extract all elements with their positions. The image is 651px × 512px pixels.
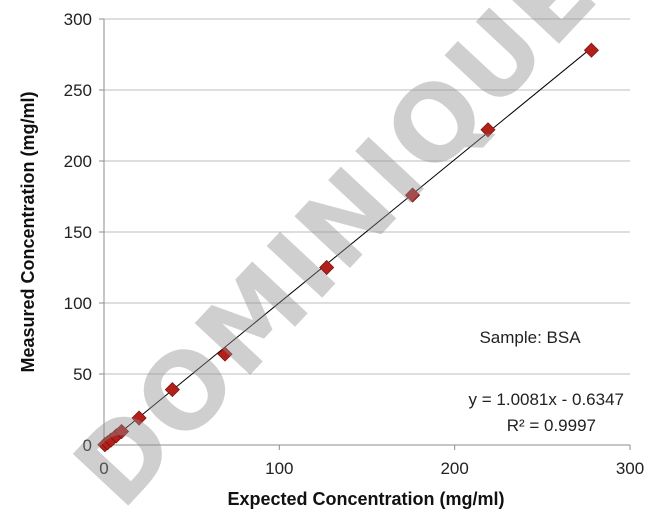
- data-point-4: [113, 423, 130, 440]
- gridlines: [104, 18, 630, 375]
- x-axis-title: Expected Concentration (mg/ml): [227, 489, 504, 509]
- y-tick-label-200: 200: [64, 152, 92, 171]
- watermark-text: DOMINIQUE: [51, 0, 621, 512]
- data-point-7: [217, 346, 233, 362]
- y-tick-label-150: 150: [64, 223, 92, 242]
- trendline-group: [104, 47, 592, 446]
- data-point-9: [405, 187, 421, 203]
- sample-annotation: Sample: BSA: [479, 328, 581, 347]
- data-point-5: [131, 410, 147, 426]
- data-point-10: [480, 122, 496, 138]
- y-axis-title: Measured Concentration (mg/ml): [18, 91, 38, 372]
- tick-labels: 0 50 100 150 200 250 300 0 100 200 300: [64, 10, 645, 478]
- axes: [99, 18, 631, 450]
- r-squared-label: R² = 0.9997: [507, 416, 596, 435]
- data-point-8: [319, 259, 335, 276]
- trendline-equation: y = 1.0081x - 0.6347: [469, 390, 624, 409]
- trendline: [104, 47, 592, 446]
- x-tick-label-200: 200: [440, 459, 468, 478]
- x-tick-label-0: 0: [99, 459, 108, 478]
- data-point-6: [164, 382, 180, 398]
- data-point-11: [583, 42, 599, 58]
- y-tick-label-0: 0: [83, 436, 92, 455]
- x-tick-label-300: 300: [616, 459, 644, 478]
- y-tick-label-300: 300: [64, 10, 92, 29]
- y-tick-label-50: 50: [73, 365, 92, 384]
- y-tick-label-100: 100: [64, 294, 92, 313]
- data-points: [97, 42, 599, 453]
- x-tick-label-100: 100: [265, 459, 293, 478]
- y-tick-label-250: 250: [64, 81, 92, 100]
